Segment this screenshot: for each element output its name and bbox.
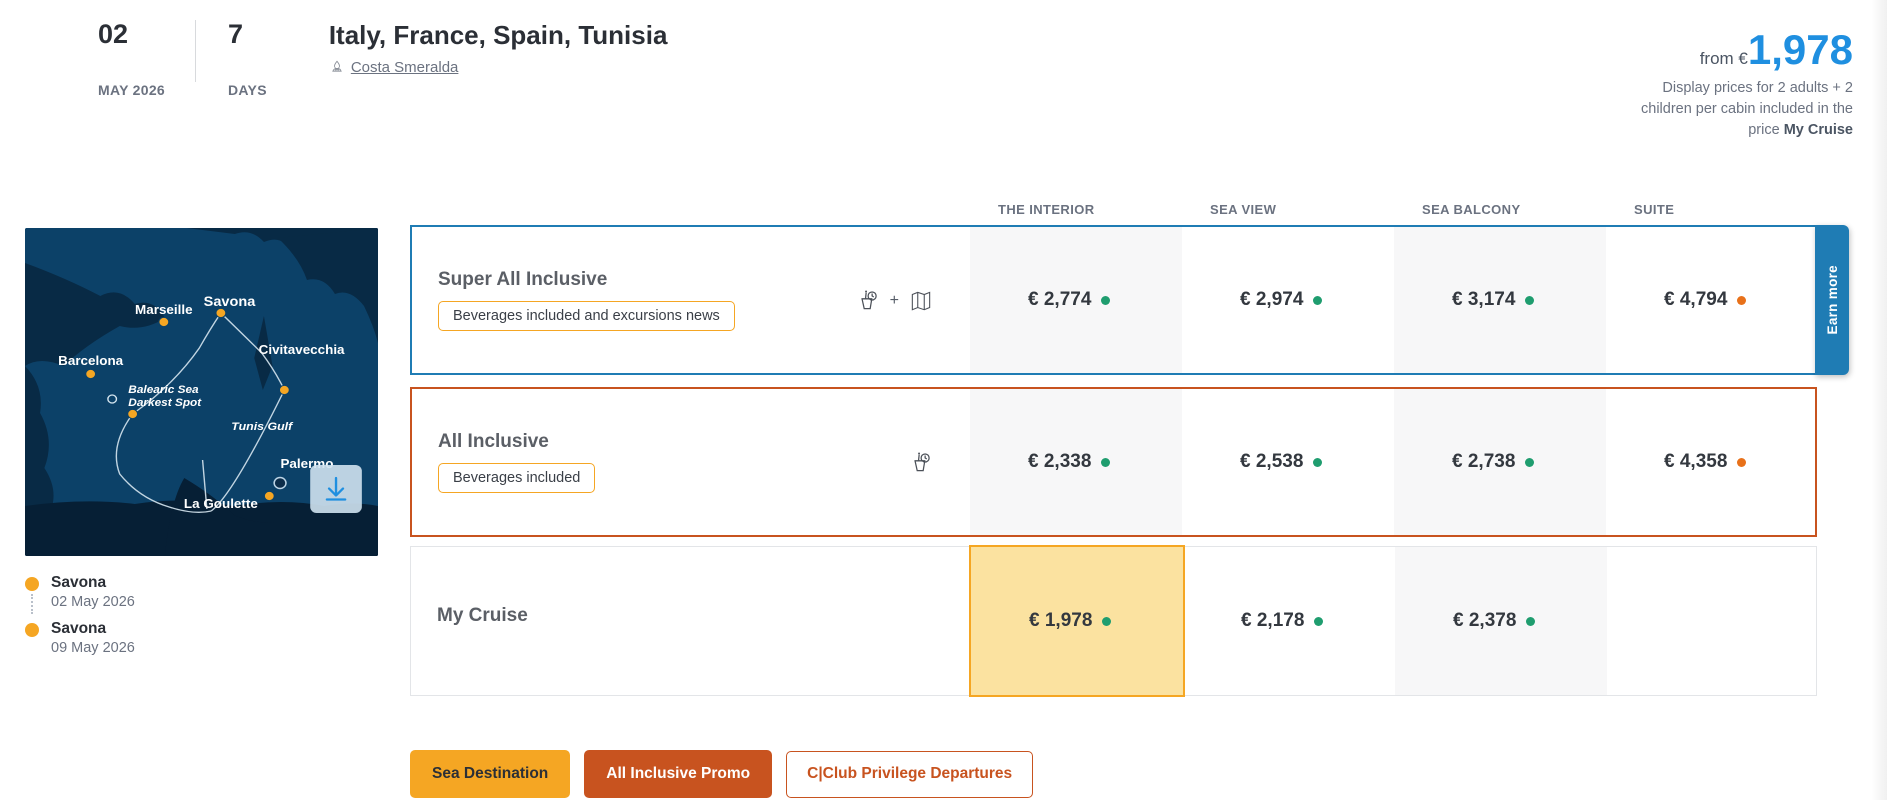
svg-text:Barcelona: Barcelona bbox=[58, 353, 124, 367]
svg-text:Balearic Sea: Balearic Sea bbox=[128, 384, 199, 396]
svg-text:Darkest Spot: Darkest Spot bbox=[128, 397, 202, 409]
svg-text:Marseille: Marseille bbox=[135, 302, 193, 316]
svg-text:Savona: Savona bbox=[204, 294, 256, 309]
svg-text:La Goulette: La Goulette bbox=[184, 496, 258, 510]
svg-text:Tunis Gulf: Tunis Gulf bbox=[231, 419, 293, 432]
svg-text:Civitavecchia: Civitavecchia bbox=[259, 342, 346, 356]
